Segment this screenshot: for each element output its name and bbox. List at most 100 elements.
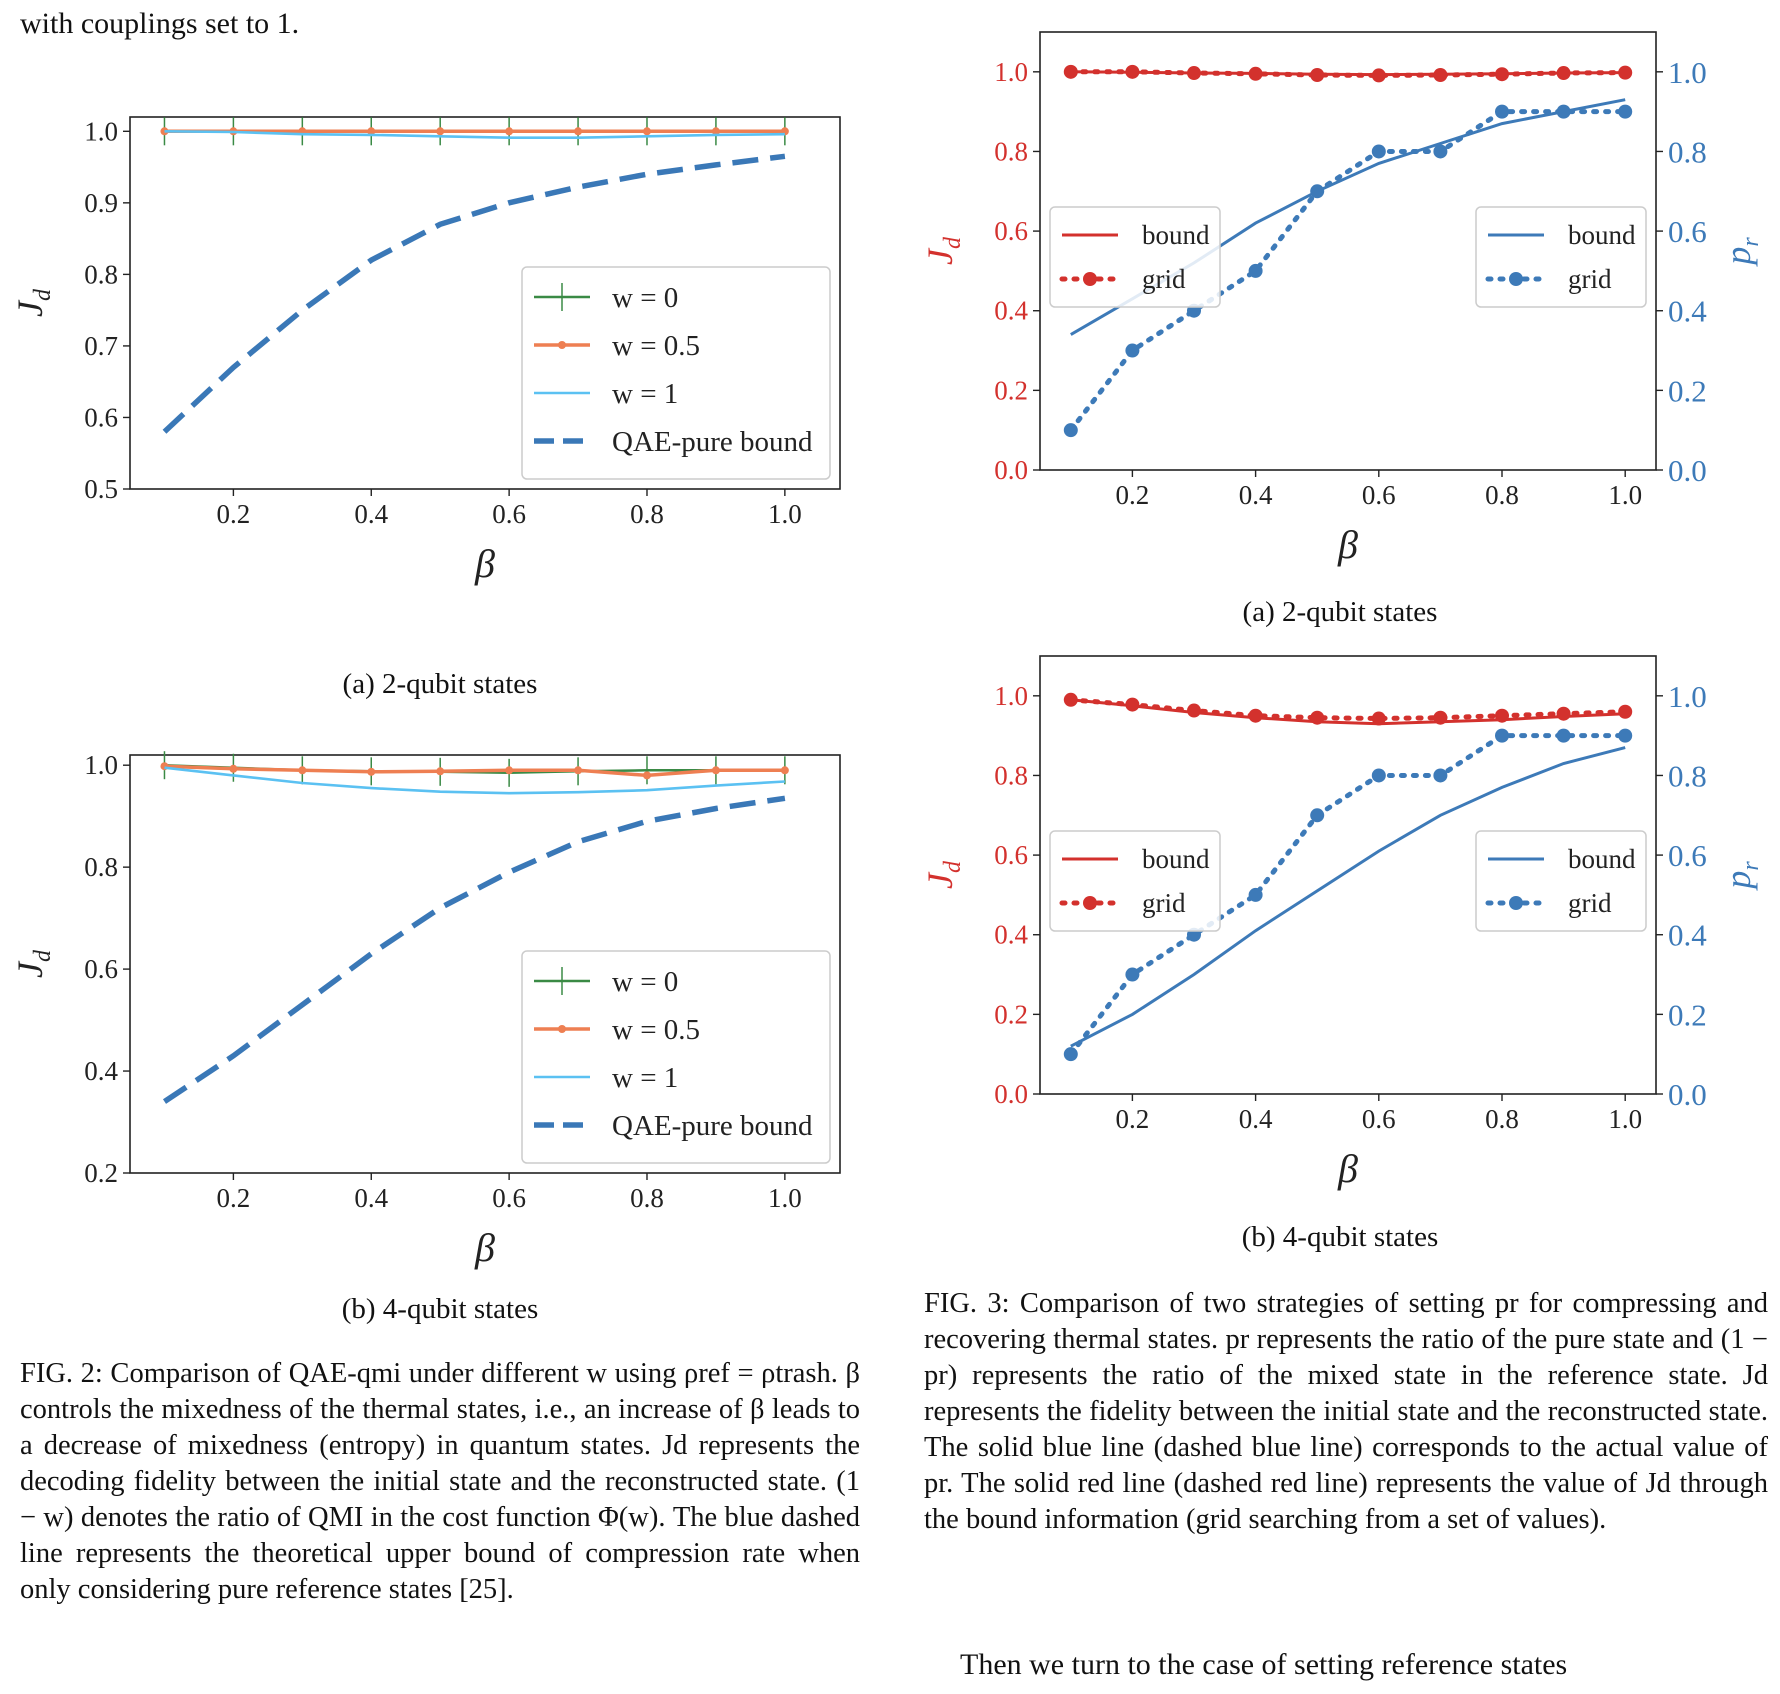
legend-left: bound grid <box>1049 206 1221 308</box>
x-tick-label: 0.4 <box>1239 1104 1273 1134</box>
y-tick-label: 0.6 <box>84 954 118 984</box>
plot-frame <box>1039 31 1657 471</box>
legend-label: w = 0.5 <box>612 1014 700 1046</box>
fig3-caption: FIG. 3: Comparison of two strategies of … <box>924 1288 1768 1535</box>
legend-label: QAE-pure bound <box>612 1110 813 1142</box>
series-w-0-5-point <box>642 771 651 780</box>
y-tick-label: 0.6 <box>994 840 1028 870</box>
y-right-tick-label: 0.6 <box>1668 214 1707 249</box>
intro-text: with couplings set to 1. <box>20 7 300 40</box>
series-w-1-line <box>164 766 785 795</box>
x-axis-label: β <box>474 1225 495 1270</box>
legend-label: grid <box>1142 264 1186 294</box>
series-w-0-5-point <box>574 766 583 775</box>
series-grid-left-point <box>1556 66 1571 81</box>
y-tick-label: 0.0 <box>994 455 1028 485</box>
legend-right: bound grid <box>1475 830 1647 932</box>
y-right-axis-label: pr <box>1718 237 1764 268</box>
legend-label: bound <box>1142 220 1210 250</box>
legend-right: bound grid <box>1475 206 1647 308</box>
y-tick-label: 0.2 <box>84 1158 118 1188</box>
series-w-0-5-line <box>164 764 785 778</box>
series-grid-left-point <box>1371 68 1386 83</box>
series-qae-pure-bound-line <box>162 153 786 434</box>
legend-label: w = 1 <box>612 1062 678 1094</box>
y-tick-label: 1.0 <box>994 57 1028 87</box>
y-right-tick-label: 0.0 <box>1668 453 1707 488</box>
y-axis-label-subscript: d <box>30 288 56 301</box>
y-right-tick-label: 0.8 <box>1668 134 1707 169</box>
series-w-0-5-point <box>367 127 376 136</box>
legend-label: w = 0 <box>612 966 678 998</box>
plot-frame <box>129 754 841 1174</box>
x-tick-label: 0.4 <box>354 499 388 529</box>
y-right-tick-label: 0.4 <box>1668 918 1707 953</box>
series-grid-left-point <box>1187 66 1201 81</box>
y-tick-label: 0.6 <box>994 216 1028 246</box>
legend-box <box>521 266 831 480</box>
plot-frame <box>1039 655 1657 1095</box>
series-grid-left-point <box>1248 66 1263 81</box>
y-tick-label: 0.0 <box>994 1079 1028 1109</box>
series-grid-right-point <box>1248 263 1263 278</box>
legend-swatch-marker <box>1509 272 1523 286</box>
y-axis-label-subscript: d <box>30 949 56 962</box>
series-grid-right-point <box>1433 144 1448 159</box>
x-tick-label: 0.6 <box>492 1183 526 1213</box>
series-bound-right-line <box>1070 746 1626 1048</box>
y-right-tick-label: 1.0 <box>1668 55 1707 90</box>
series-grid-left-point <box>1310 710 1325 725</box>
series-grid-left-point <box>1618 65 1633 80</box>
series-grid-right-line <box>1068 733 1628 1057</box>
y-axis-label: Jd <box>10 949 56 978</box>
series-grid-left-point <box>1187 703 1201 718</box>
series-w-0-5-point <box>160 127 169 136</box>
y-right-axis-label-subscript: r <box>1738 861 1764 871</box>
legend-swatch-marker <box>558 1025 566 1033</box>
y-axis-label: Jd <box>10 288 56 317</box>
outro-text: Then we turn to the case of setting refe… <box>960 1648 1568 1681</box>
series-w-0-5-point <box>780 766 789 775</box>
series-grid-left-point <box>1433 710 1448 725</box>
series-grid-right-point <box>1125 967 1140 982</box>
series-w-0-5-point <box>436 127 445 136</box>
legend-swatch-marker <box>1509 896 1523 910</box>
y-right-tick-label: 0.8 <box>1668 758 1707 793</box>
x-tick-label: 0.8 <box>630 1183 664 1213</box>
legend-label: w = 0 <box>612 282 678 314</box>
y-tick-label: 0.8 <box>84 852 118 882</box>
legend-swatch-marker <box>558 341 566 349</box>
x-tick-label: 1.0 <box>1608 1104 1642 1134</box>
legend-label: bound <box>1568 220 1636 250</box>
y-right-tick-label: 0.6 <box>1668 838 1707 873</box>
y-tick-label: 0.8 <box>994 760 1028 790</box>
y-right-tick-label: 1.0 <box>1668 679 1707 714</box>
legend-left: bound grid <box>1049 830 1221 932</box>
series-grid-right-point <box>1371 768 1386 783</box>
series-grid-right-point <box>1310 184 1325 199</box>
series-grid-left-line <box>1068 697 1628 722</box>
y-right-tick-label: 0.0 <box>1668 1077 1707 1112</box>
y-tick-label: 0.8 <box>84 259 118 289</box>
series-w-0-5-point <box>298 766 307 775</box>
series-bound-left-line <box>1070 698 1626 726</box>
plot-frame <box>129 116 841 490</box>
y-axis-label: Jd <box>920 860 966 889</box>
series-w-0-5-point <box>367 767 376 776</box>
series-grid-right-point <box>1310 808 1325 823</box>
x-tick-label: 0.6 <box>1362 480 1396 510</box>
legend-label: w = 0.5 <box>612 330 700 362</box>
legend-swatch-marker <box>1083 272 1097 286</box>
legend-label: QAE-pure bound <box>612 426 813 458</box>
y-tick-label: 1.0 <box>994 681 1028 711</box>
legend-label: grid <box>1142 888 1186 918</box>
x-axis-label: β <box>1337 1146 1358 1191</box>
x-tick-label: 0.8 <box>1485 1104 1519 1134</box>
y-tick-label: 1.0 <box>84 116 118 146</box>
series-grid-left-point <box>1495 708 1509 723</box>
series-grid-left-point <box>1063 692 1078 707</box>
legend-label: bound <box>1142 844 1210 874</box>
y-tick-label: 0.2 <box>994 375 1028 405</box>
series-qae-pure-bound-line <box>162 795 786 1104</box>
